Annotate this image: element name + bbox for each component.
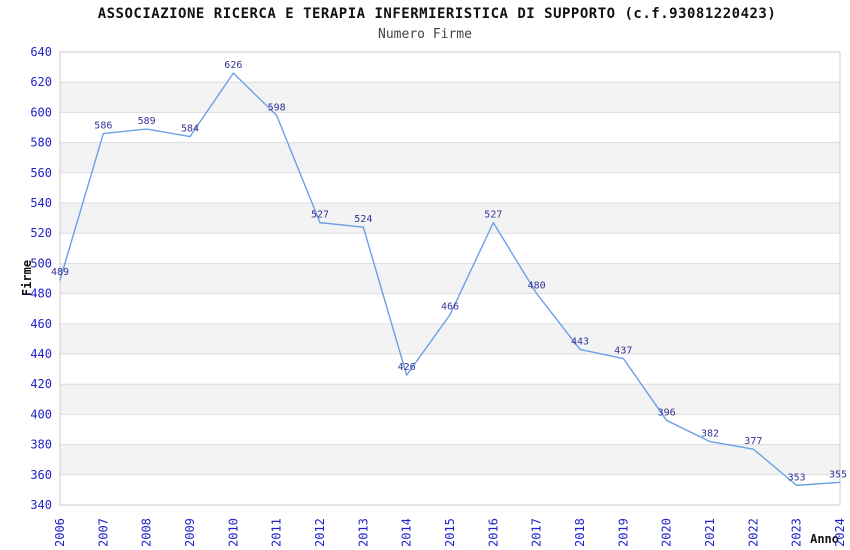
x-tick-label: 2006 — [53, 518, 67, 547]
x-tick-label: 2010 — [226, 518, 240, 547]
y-tick-label: 440 — [30, 347, 52, 361]
data-label: 426 — [398, 362, 416, 373]
x-tick-label: 2015 — [443, 518, 457, 547]
y-tick-label: 600 — [30, 105, 52, 119]
data-line — [59, 72, 841, 487]
chart-title: ASSOCIAZIONE RICERCA E TERAPIA INFERMIER… — [97, 6, 777, 22]
data-label: 489 — [51, 267, 69, 278]
y-tick-label: 340 — [30, 498, 52, 512]
plot-band — [60, 203, 840, 234]
x-tick-label: 2017 — [530, 518, 544, 547]
data-label: 626 — [224, 60, 242, 71]
data-label: 377 — [744, 436, 762, 447]
y-tick-label: 380 — [30, 438, 52, 452]
data-label: 466 — [441, 302, 459, 313]
data-label: 589 — [138, 116, 156, 127]
y-tick-label: 620 — [30, 75, 52, 89]
y-tick-label: 540 — [30, 196, 52, 210]
y-tick-label: 360 — [30, 468, 52, 482]
data-label: 480 — [528, 281, 546, 292]
x-tick-label: 2018 — [573, 518, 587, 547]
x-tick-label: 2021 — [703, 518, 717, 547]
x-tick-label: 2013 — [356, 518, 370, 547]
x-tick-label: 2011 — [270, 518, 284, 547]
x-tick-label: 2019 — [616, 518, 630, 547]
x-tick-label: 2016 — [486, 518, 500, 547]
plot-band — [60, 82, 840, 113]
y-tick-label: 520 — [30, 226, 52, 240]
plot-band — [60, 142, 840, 173]
data-label: 524 — [354, 214, 372, 225]
y-tick-label: 640 — [30, 45, 52, 59]
plot-band — [60, 263, 840, 294]
x-tick-label: 2022 — [746, 518, 760, 547]
data-label: 527 — [484, 210, 502, 221]
x-tick-label: 2007 — [96, 518, 110, 547]
chart-subtitle: Numero Firme — [378, 27, 472, 42]
data-label: 584 — [181, 124, 199, 135]
data-label: 527 — [311, 210, 329, 221]
data-label: 355 — [829, 469, 847, 480]
plot-band — [60, 444, 840, 475]
y-tick-label: 420 — [30, 377, 52, 391]
plot-band — [60, 384, 840, 415]
data-label: 353 — [788, 472, 806, 483]
y-tick-label: 560 — [30, 166, 52, 180]
y-tick-label: 400 — [30, 407, 52, 421]
x-tick-label: 2012 — [313, 518, 327, 547]
y-tick-label: 460 — [30, 317, 52, 331]
x-tick-label: 2024 — [833, 518, 847, 547]
data-label: 437 — [614, 346, 632, 357]
plot-band — [60, 323, 840, 354]
x-tick-label: 2020 — [660, 518, 674, 547]
data-label: 598 — [268, 102, 286, 113]
y-tick-label: 580 — [30, 136, 52, 150]
x-axis-title: Anno — [810, 532, 839, 546]
y-tick-label: 500 — [30, 256, 52, 270]
x-tick-label: 2023 — [790, 518, 804, 547]
data-label: 382 — [701, 429, 719, 440]
data-label: 443 — [571, 336, 589, 347]
x-tick-label: 2008 — [140, 518, 154, 547]
data-label: 396 — [658, 407, 676, 418]
x-tick-label: 2014 — [400, 518, 414, 547]
y-tick-label: 480 — [30, 287, 52, 301]
x-tick-label: 2009 — [183, 518, 197, 547]
data-label: 586 — [94, 121, 112, 132]
